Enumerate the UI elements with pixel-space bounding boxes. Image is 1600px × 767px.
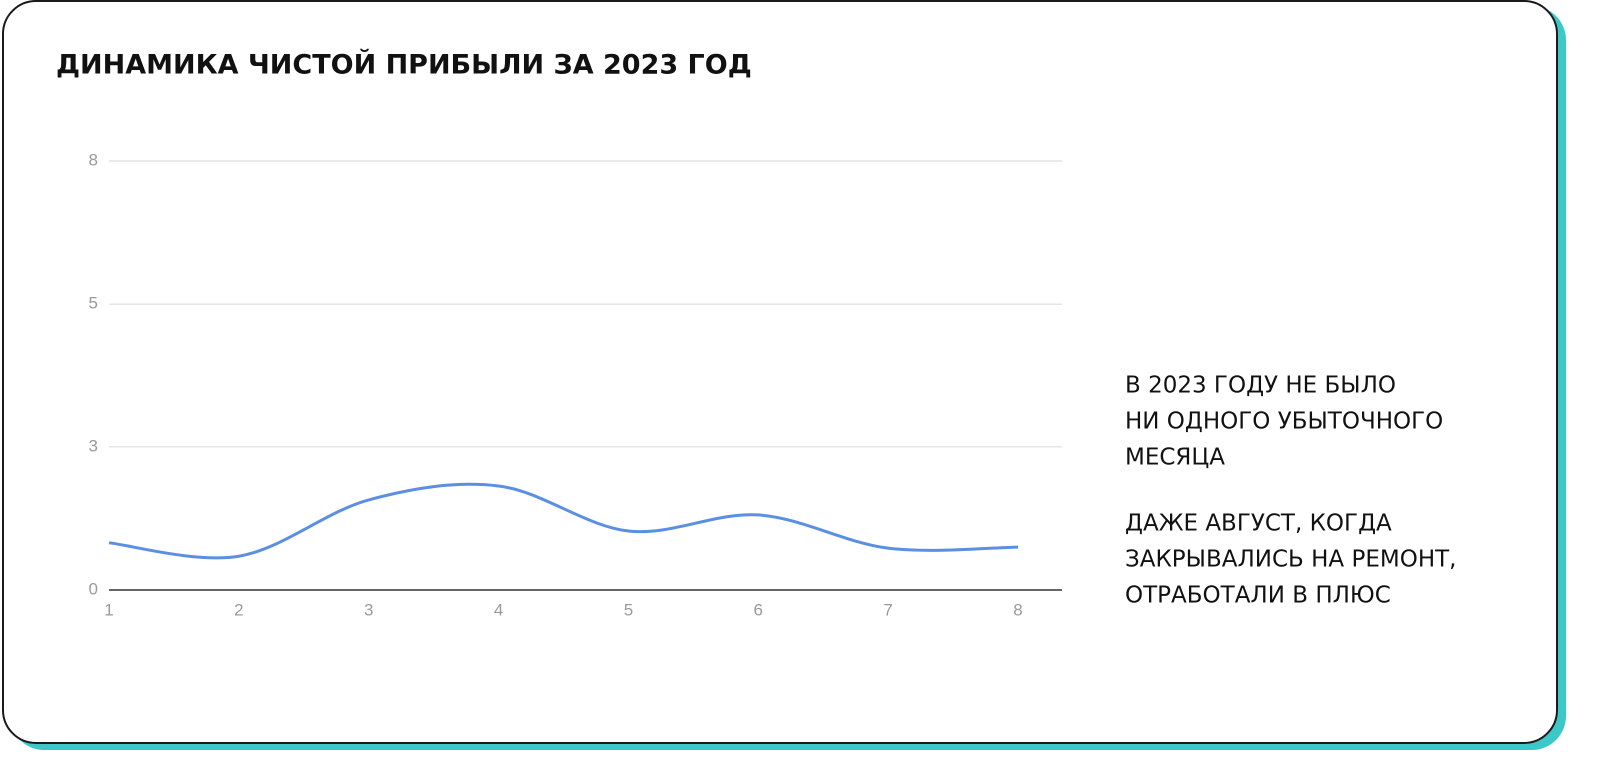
chart-title: ДИНАМИКА ЧИСТОЙ ПРИБЫЛИ ЗА 2023 ГОД [56, 49, 752, 81]
x-tick-label: 8 [1013, 600, 1022, 619]
annotation: НИ ОДНОГО УБЫТОЧНОГО [1125, 409, 1443, 435]
y-tick-label: 5 [89, 294, 98, 313]
x-tick-label: 2 [234, 600, 243, 619]
x-tick-label: 1 [104, 600, 113, 619]
annotation: В 2023 ГОДУ НЕ БЫЛО [1125, 373, 1396, 399]
x-tick-label: 3 [364, 600, 373, 619]
y-tick-label: 8 [89, 150, 98, 169]
annotation: ЗАКРЫВАЛИСЬ НА РЕМОНТ, [1125, 547, 1456, 573]
line [108, 482, 1019, 560]
annotation: МЕСЯЦА [1125, 445, 1225, 471]
annotation: ДАЖЕ АВГУСТ, КОГДА [1125, 511, 1392, 537]
x-tick-label: 4 [494, 600, 503, 619]
y-tick-label: 0 [89, 579, 98, 598]
x-tick-label: 5 [624, 600, 633, 619]
x-tick-label: 6 [754, 600, 763, 619]
x-tick-label: 7 [883, 600, 892, 619]
card [2, 0, 1558, 744]
annotation: ОТРАБОТАЛИ В ПЛЮС [1125, 583, 1391, 609]
y-tick-label: 3 [89, 436, 98, 455]
